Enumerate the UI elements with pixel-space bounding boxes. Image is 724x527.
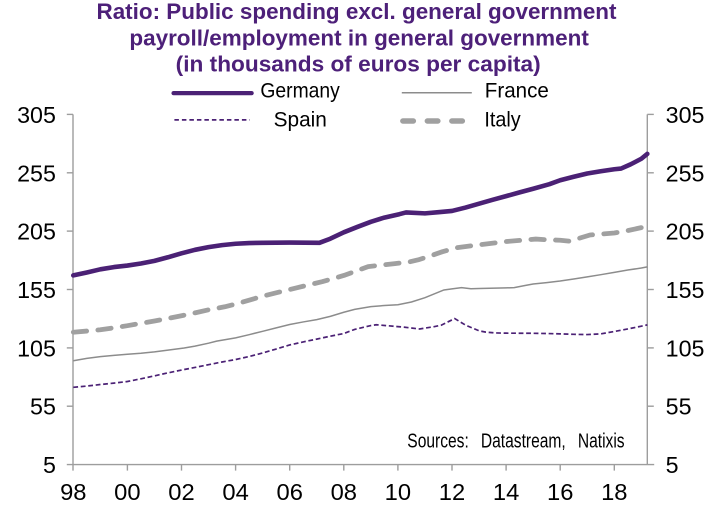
svg-text:98: 98 bbox=[60, 479, 86, 505]
svg-text:155: 155 bbox=[666, 277, 705, 303]
svg-text:(in thousands of euros per cap: (in thousands of euros per capita) bbox=[176, 51, 541, 76]
svg-text:02: 02 bbox=[168, 479, 194, 505]
svg-text:105: 105 bbox=[666, 335, 705, 361]
svg-text:Sources: Datastream, Natixis: Sources: Datastream, Natixis bbox=[407, 431, 624, 453]
svg-text:00: 00 bbox=[114, 479, 140, 505]
svg-text:105: 105 bbox=[17, 335, 56, 361]
svg-text:10: 10 bbox=[385, 479, 411, 505]
svg-text:255: 255 bbox=[17, 160, 56, 186]
svg-text:305: 305 bbox=[666, 102, 705, 128]
svg-text:08: 08 bbox=[331, 479, 357, 505]
svg-text:16: 16 bbox=[547, 479, 573, 505]
svg-text:305: 305 bbox=[17, 102, 56, 128]
svg-text:Italy: Italy bbox=[484, 108, 521, 131]
svg-text:5: 5 bbox=[666, 452, 679, 478]
svg-text:5: 5 bbox=[43, 452, 56, 478]
svg-text:205: 205 bbox=[17, 219, 56, 245]
svg-text:04: 04 bbox=[222, 479, 249, 505]
svg-text:18: 18 bbox=[601, 479, 627, 505]
svg-text:155: 155 bbox=[17, 277, 56, 303]
svg-text:Germany: Germany bbox=[260, 79, 340, 102]
svg-text:Ratio: Public spending excl. g: Ratio: Public spending excl. general gov… bbox=[97, 0, 618, 24]
svg-text:55: 55 bbox=[30, 394, 56, 420]
svg-text:205: 205 bbox=[666, 219, 705, 245]
svg-text:Spain: Spain bbox=[274, 108, 327, 131]
svg-text:255: 255 bbox=[666, 160, 705, 186]
svg-text:06: 06 bbox=[277, 479, 303, 505]
svg-text:12: 12 bbox=[439, 479, 465, 505]
svg-text:payroll/employment in general: payroll/employment in general government bbox=[129, 25, 589, 50]
svg-text:55: 55 bbox=[666, 394, 692, 420]
svg-text:France: France bbox=[485, 79, 549, 102]
svg-text:14: 14 bbox=[493, 479, 520, 505]
